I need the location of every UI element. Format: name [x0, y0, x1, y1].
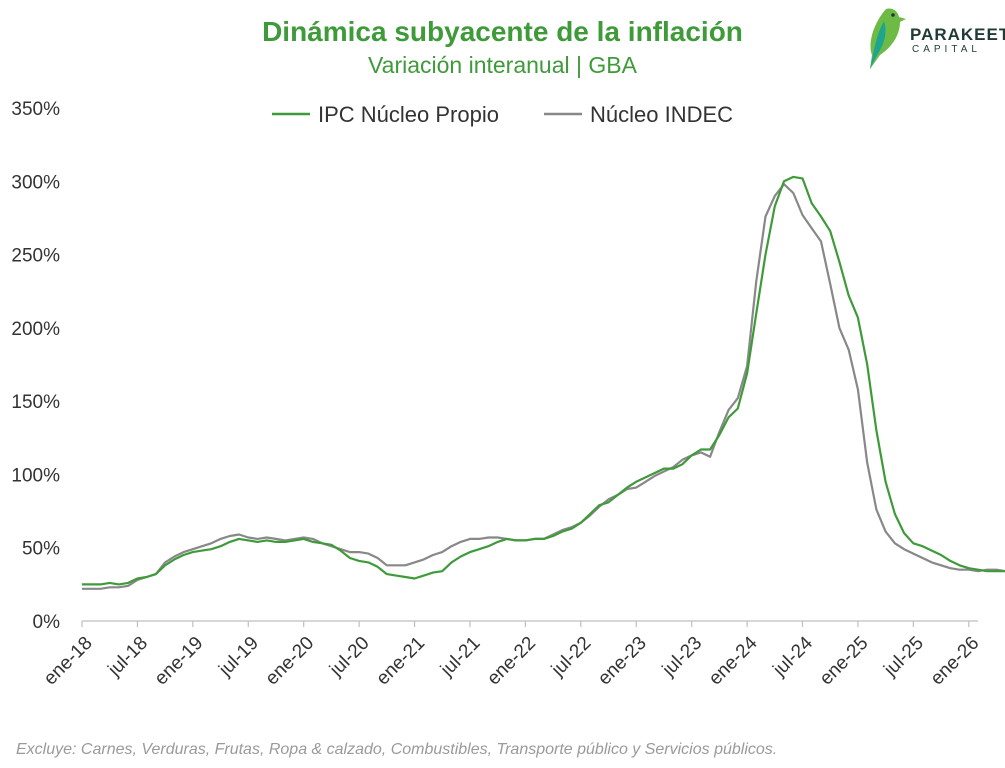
series-line-ipc-nucleo-propio	[82, 175, 1005, 586]
x-tick-label: ene-26	[927, 633, 984, 690]
x-tick-label: ene-19	[151, 633, 208, 690]
x-tick-label: jul-24	[769, 632, 818, 681]
y-tick-label: 200%	[11, 319, 60, 340]
chart-title: Dinámica subyacente de la inflación	[262, 16, 743, 47]
y-tick-label: 0%	[33, 612, 61, 633]
y-tick-label: 300%	[11, 172, 60, 193]
x-tick-label: ene-20	[262, 633, 319, 690]
y-tick-label: 250%	[11, 246, 60, 267]
y-tick-label: 50%	[22, 539, 60, 560]
x-tick-label: jul-20	[325, 633, 373, 681]
x-tick-label: jul-23	[658, 633, 706, 681]
x-tick-label: jul-19	[214, 633, 262, 681]
chart-subtitle: Variación interanual | GBA	[368, 52, 637, 78]
x-tick-label: jul-22	[547, 633, 595, 681]
line-chart: 0%50%100%150%200%250%300%350% ene-18 jul-…	[11, 99, 1005, 690]
y-tick-label: 350%	[11, 99, 60, 120]
x-tick-label: jul-21	[436, 633, 484, 681]
parakeet-bird-icon	[870, 8, 906, 70]
y-tick-label: 150%	[11, 392, 60, 413]
x-tick-label: ene-22	[483, 633, 540, 690]
footnote: Excluye: Carnes, Verduras, Frutas, Ropa …	[16, 741, 778, 758]
x-tick-label: jul-25	[879, 633, 927, 681]
x-tick-label: jul-18	[104, 633, 152, 681]
x-tick-label: ene-18	[40, 633, 97, 690]
legend: IPC Núcleo Propio Núcleo INDEC	[272, 102, 733, 127]
legend-label-ipc-nucleo-propio: IPC Núcleo Propio	[318, 102, 499, 127]
logo-wordmark: PARAKEET	[910, 25, 1005, 44]
x-tick-label: ene-24	[705, 632, 762, 689]
y-tick-label: 100%	[11, 465, 60, 486]
x-tick-label: ene-25	[816, 633, 873, 690]
legend-label-nucleo-indec: Núcleo INDEC	[590, 102, 733, 127]
y-axis: 0% 50% 100% 150% 200% 250% 300% 350%	[11, 99, 60, 633]
x-tick-label: ene-23	[594, 633, 651, 690]
logo-subtitle: CAPITAL	[912, 44, 981, 55]
x-tick-label: ene-21	[372, 633, 429, 690]
parakeet-logo: PARAKEET CAPITAL	[862, 5, 1005, 71]
series-layer	[82, 175, 1005, 590]
series-line-nucleo-indec	[82, 183, 1005, 590]
